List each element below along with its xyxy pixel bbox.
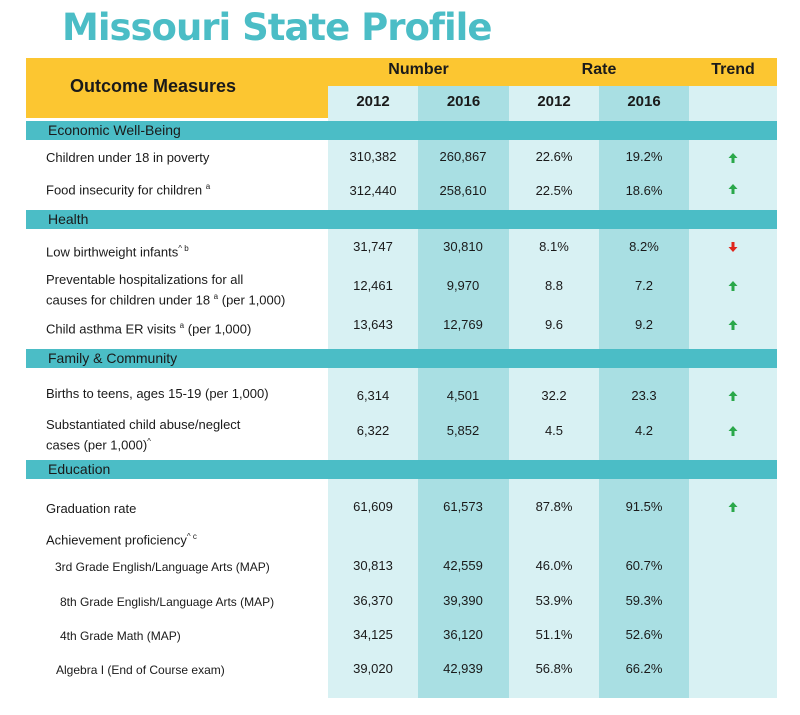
section-label: Health (48, 211, 89, 227)
arrow-up-icon (728, 320, 738, 330)
section-label: Family & Community (48, 350, 178, 366)
arrow-up-icon (728, 281, 738, 291)
cell: 312,440 (349, 183, 397, 198)
section-label: Education (48, 461, 111, 477)
cell: 23.3 (631, 388, 657, 403)
cell: 22.5% (535, 183, 573, 198)
arrow-up-icon (728, 502, 738, 512)
row-label: Preventable hospitalizations for all caus… (46, 272, 286, 308)
row-label: Child asthma ER visits a (per 1,000) (46, 321, 252, 337)
cell: 310,382 (349, 149, 397, 164)
cell: 12,461 (353, 278, 393, 293)
cell: 8.8 (544, 278, 564, 293)
cell: 9.6 (544, 317, 564, 332)
cell: 8.1% (539, 239, 569, 254)
section-label: Economic Well-Being (48, 122, 181, 138)
cell: 61,609 (353, 499, 393, 514)
cell: 7.2 (634, 278, 654, 293)
cell: 42,939 (443, 661, 483, 676)
cell: 9,970 (446, 278, 480, 293)
row-label: 8th Grade English/Language Arts (MAP) (60, 595, 275, 609)
cell: 91.5% (625, 499, 663, 514)
cell: 30,810 (443, 239, 483, 254)
arrow-up-icon (728, 391, 738, 401)
table-header (26, 58, 777, 86)
row-label: Graduation rate (46, 501, 137, 516)
cell: 258,610 (439, 183, 487, 198)
cell: 60.7% (625, 558, 663, 573)
cell: 4.5 (544, 423, 564, 438)
arrow-down-icon (728, 242, 738, 252)
cell: 39,020 (353, 661, 393, 676)
cell: 42,559 (443, 558, 483, 573)
row-label: Achievement proficiency^ c (46, 532, 197, 548)
header-trend: Trend (711, 61, 755, 78)
row-label: Low birthweight infants^ b (46, 244, 189, 260)
cell: 61,573 (443, 499, 483, 514)
section-health: Health (26, 210, 777, 229)
cell: 46.0% (535, 558, 573, 573)
cell: 13,643 (353, 317, 393, 332)
header-year: 2012 (537, 93, 571, 110)
cell: 19.2% (625, 149, 663, 164)
cell: 22.6% (535, 149, 573, 164)
section-family: Family & Community (26, 349, 777, 368)
cell: 87.8% (535, 499, 573, 514)
cell: 59.3% (625, 593, 663, 608)
cell: 4.2 (634, 423, 654, 438)
cell: 36,120 (443, 627, 483, 642)
column-number-2016 (418, 86, 509, 698)
cell: 8.2% (629, 239, 659, 254)
row-label: 3rd Grade English/Language Arts (MAP) (55, 560, 270, 574)
page-title: Missouri State Profile (62, 6, 492, 49)
cell: 51.1% (535, 627, 573, 642)
cell: 12,769 (443, 317, 483, 332)
arrow-up-icon (728, 153, 738, 163)
cell: 6,314 (356, 388, 390, 403)
cell: 30,813 (353, 558, 393, 573)
cell: 36,370 (353, 593, 393, 608)
header-rate: Rate (581, 61, 617, 78)
cell: 34,125 (353, 627, 393, 642)
section-education: Education (26, 460, 777, 479)
column-rate-2016 (599, 86, 689, 698)
cell: 56.8% (535, 661, 573, 676)
cell: 39,390 (443, 593, 483, 608)
header-year: 2012 (356, 93, 390, 110)
cell: 52.6% (625, 627, 663, 642)
cell: 9.2 (634, 317, 654, 332)
cell: 5,852 (446, 423, 480, 438)
row-label: 4th Grade Math (MAP) (60, 629, 181, 643)
column-number-2012 (328, 86, 418, 698)
cell: 32.2 (541, 388, 567, 403)
header-year: 2016 (446, 93, 481, 110)
column-rate-2012 (509, 86, 599, 698)
cell: 260,867 (439, 149, 487, 164)
header-year: 2016 (627, 93, 661, 110)
header-outcome-measures: Outcome Measures (70, 76, 237, 96)
header-number: Number (388, 61, 449, 78)
cell: 4,501 (446, 388, 480, 403)
cell: 6,322 (356, 423, 390, 438)
cell: 31,747 (353, 239, 393, 254)
cell: 53.9% (535, 593, 573, 608)
row-label: Substantiated child abuse/neglect cases (… (46, 417, 241, 453)
section-economic: Economic Well-Being (26, 121, 777, 140)
row-label: Births to teens, ages 15-19 (per 1,000) (46, 386, 269, 401)
table-header-left (26, 86, 328, 118)
cell: 18.6% (625, 183, 663, 198)
row-label: Food insecurity for children a (46, 182, 211, 198)
arrow-up-icon (728, 184, 738, 194)
arrow-up-icon (728, 426, 738, 436)
row-label: Algebra I (End of Course exam) (56, 663, 225, 677)
cell: 66.2% (625, 661, 663, 676)
row-label: Children under 18 in poverty (46, 150, 210, 165)
